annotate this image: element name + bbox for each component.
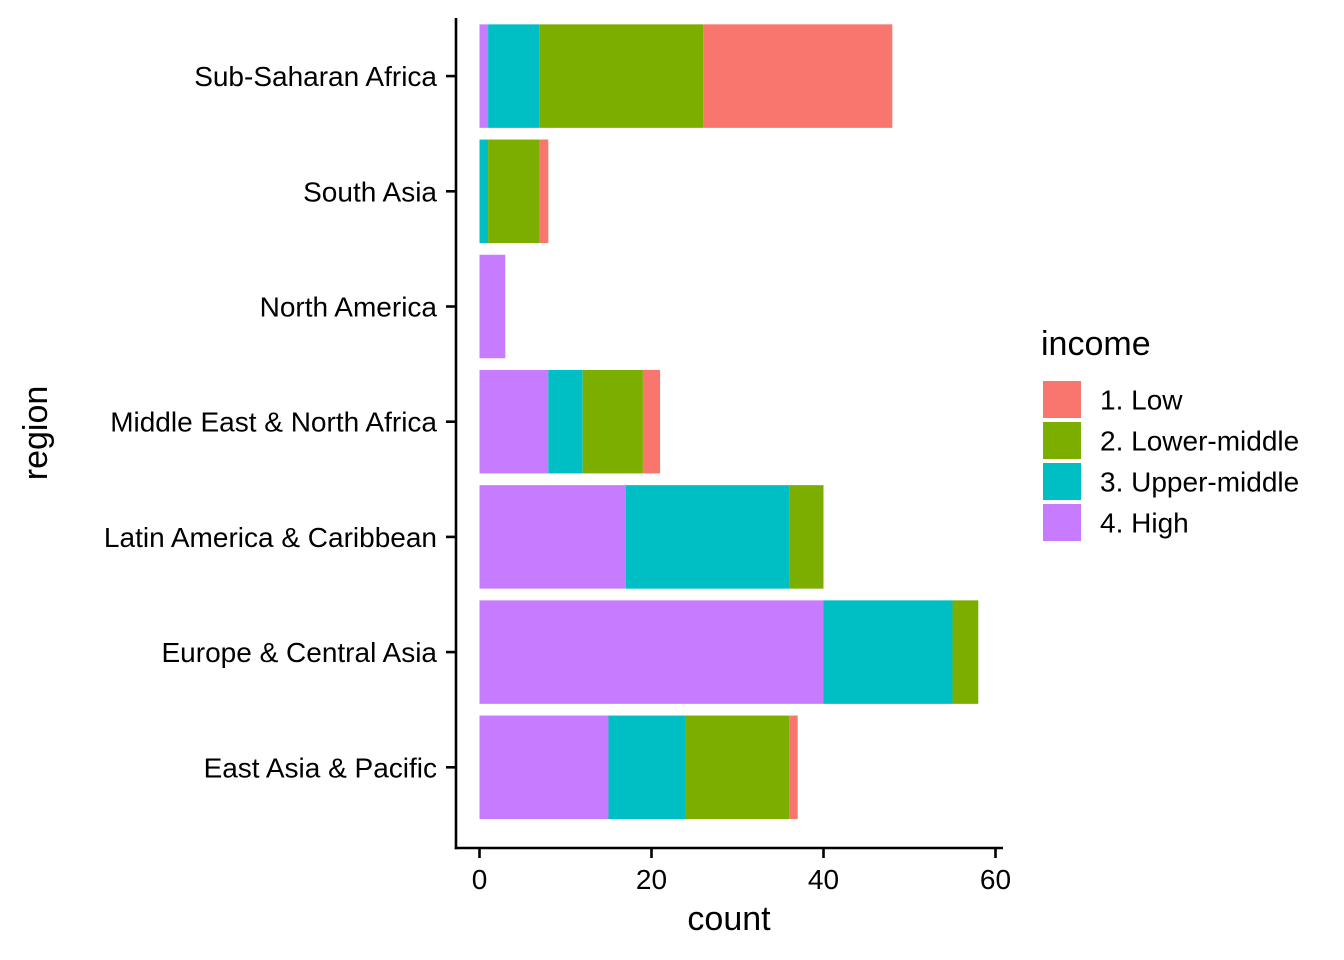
y-tick-label: North America (260, 292, 438, 323)
bar-segment (582, 369, 643, 474)
y-tick-label: East Asia & Pacific (204, 752, 437, 783)
x-tick-label: 20 (636, 864, 667, 895)
legend-label: 4. High (1100, 508, 1189, 539)
y-tick-label: Latin America & Caribbean (104, 522, 437, 553)
legend-label: 2. Lower-middle (1100, 426, 1299, 457)
bar-segment (823, 600, 953, 704)
x-tick-label: 40 (808, 864, 839, 895)
bar-segment (548, 369, 583, 474)
legend-key (1043, 504, 1081, 541)
bar-segment (479, 715, 609, 820)
bar-segment (608, 715, 686, 820)
x-tick-label: 0 (472, 864, 488, 895)
bars-layer (479, 24, 979, 820)
bar-segment (642, 369, 661, 474)
bar-segment (685, 715, 790, 820)
legend: income 1. Low 2. Lower-middle 3. Upper-mid… (1041, 325, 1299, 541)
bar-segment (479, 24, 489, 128)
y-tick-label: Europe & Central Asia (162, 637, 438, 668)
bar-segment (479, 369, 549, 474)
bar-segment (789, 715, 798, 820)
y-axis-title: region (17, 386, 55, 481)
y-tick-label: Middle East & North Africa (110, 407, 437, 438)
legend-title: income (1041, 325, 1151, 363)
x-axis-title: count (687, 900, 771, 938)
bar-segment (539, 24, 704, 128)
y-axis: East Asia & Pacific Europe & Central Asia… (104, 18, 458, 850)
bar-segment (488, 139, 540, 244)
legend-key (1043, 463, 1081, 500)
bar-segment (703, 24, 893, 128)
legend-key (1043, 422, 1081, 459)
legend-key (1043, 381, 1081, 418)
bar-segment (479, 485, 626, 589)
bar-segment (625, 485, 790, 589)
legend-label: 1. Low (1100, 385, 1183, 416)
x-tick-label: 60 (980, 864, 1011, 895)
y-tick-label: South Asia (303, 176, 437, 207)
legend-label: 3. Upper-middle (1100, 467, 1299, 498)
bar-segment (479, 139, 489, 244)
bar-segment (479, 600, 824, 704)
bar-segment (479, 254, 506, 359)
bar-segment (539, 139, 549, 244)
x-axis: 0 20 40 60 (454, 846, 1011, 895)
bar-segment (952, 600, 979, 704)
y-tick-label: Sub-Saharan Africa (194, 61, 437, 92)
bar-segment (488, 24, 540, 128)
bar-segment (789, 485, 824, 589)
